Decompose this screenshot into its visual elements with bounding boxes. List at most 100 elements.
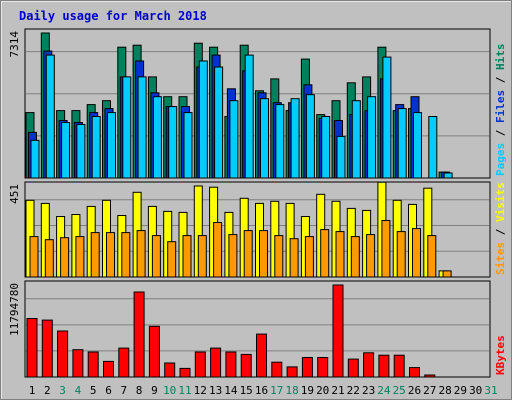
- kbytes-bar: [148, 325, 160, 378]
- legend-separator: /: [494, 222, 507, 242]
- pages-bar: [321, 116, 331, 179]
- pages-bar: [275, 104, 285, 179]
- sites-bar: [350, 236, 360, 278]
- pages-files-hits-legend: Pages / Files / Hits: [494, 44, 507, 177]
- x-tick-label: 28: [438, 384, 451, 397]
- pages-bar: [229, 100, 239, 179]
- pages-files-hits-ymax-label: 7314: [8, 31, 21, 58]
- sites-bar: [182, 235, 192, 278]
- kbytes-bar: [317, 357, 329, 378]
- sites-bar: [228, 234, 238, 278]
- chart-title: Daily usage for March 2018: [19, 9, 207, 23]
- sites-bar: [412, 228, 421, 278]
- pages-bar: [413, 112, 422, 179]
- kbytes-bar: [286, 366, 298, 378]
- sites-bar: [60, 237, 70, 278]
- kbytes-bar: [363, 352, 375, 378]
- x-tick-label: 10: [163, 384, 176, 397]
- pages-bar: [244, 54, 254, 179]
- pages-bar: [152, 96, 162, 179]
- kbytes-bar: [256, 333, 267, 378]
- kbytes-bar: [41, 319, 53, 378]
- x-tick-label: 23: [362, 384, 375, 397]
- sites-bar: [243, 230, 253, 278]
- sites-bar: [44, 239, 54, 278]
- kbytes-bar: [26, 318, 38, 378]
- sites-bar: [396, 231, 406, 278]
- sites-bar: [151, 235, 161, 278]
- pages-bar: [428, 116, 438, 179]
- x-tick-label: 19: [301, 384, 314, 397]
- x-tick-label: 4: [75, 384, 82, 397]
- x-tick-label: 14: [224, 384, 238, 397]
- kbytes-legend: KBytes: [494, 335, 507, 375]
- pages-bar: [367, 96, 377, 179]
- kbytes-bar: [87, 351, 99, 378]
- x-tick-label: 6: [105, 384, 112, 397]
- legend-files: Files: [494, 90, 507, 123]
- x-tick-label: 11: [178, 384, 191, 397]
- pages-bar: [198, 60, 208, 179]
- kbytes-bar: [424, 374, 436, 378]
- kbytes-ymax-label: 11794780: [8, 283, 21, 336]
- x-tick-label: 15: [240, 384, 253, 397]
- sites-bar: [289, 238, 299, 278]
- sites-bar: [335, 231, 345, 278]
- pages-bar: [137, 76, 147, 179]
- sites-bar: [167, 241, 177, 278]
- sites-bar: [304, 236, 314, 278]
- x-tick-label: 27: [423, 384, 436, 397]
- kbytes-bar: [240, 353, 252, 378]
- kbytes-bar: [378, 354, 390, 378]
- legend-pages: Pages: [494, 143, 507, 176]
- sites-bar: [381, 220, 391, 278]
- x-tick-label: 25: [393, 384, 406, 397]
- x-tick-label: 7: [120, 384, 127, 397]
- legend-sites: Sites: [494, 242, 507, 275]
- legend-visits: Visits: [494, 182, 507, 222]
- kbytes-bar: [118, 347, 130, 378]
- sites-bar: [75, 236, 85, 278]
- pages-bar: [397, 108, 407, 179]
- kbytes-bar: [179, 367, 191, 378]
- x-tick-label: 26: [408, 384, 421, 397]
- pages-bar: [168, 106, 178, 179]
- sites-bar: [121, 232, 131, 278]
- sites-bar: [136, 230, 146, 278]
- kbytes-bar: [194, 351, 206, 378]
- pages-bar: [351, 100, 361, 179]
- legend-hits: Hits: [494, 44, 507, 71]
- sites-bar: [197, 235, 207, 278]
- pages-bar: [260, 98, 269, 179]
- x-tick-label: 21: [331, 384, 344, 397]
- x-tick-label: 31: [484, 384, 497, 397]
- pages-bar: [183, 112, 193, 179]
- pages-bar: [30, 139, 40, 179]
- x-tick-label: 22: [347, 384, 360, 397]
- x-tick-label: 17: [270, 384, 283, 397]
- pages-bar: [61, 122, 71, 179]
- x-tick-label: 12: [194, 384, 207, 397]
- x-tick-label: 5: [90, 384, 97, 397]
- kbytes-bar: [57, 330, 69, 378]
- x-tick-label: 24: [377, 384, 391, 397]
- kbytes-bar: [72, 349, 84, 378]
- x-tick-label: 16: [255, 384, 268, 397]
- pages-bar: [336, 135, 346, 179]
- sites-bar: [427, 235, 437, 278]
- sites-bar: [442, 270, 452, 278]
- legend-separator: /: [494, 70, 507, 90]
- kbytes-bar: [393, 354, 405, 378]
- pages-bar: [443, 172, 453, 179]
- sites-bar: [274, 235, 284, 278]
- pages-bar: [290, 98, 300, 179]
- x-tick-label: 1: [29, 384, 36, 397]
- sites-bar: [259, 230, 268, 278]
- pages-bar: [122, 76, 132, 179]
- kbytes-bar: [103, 360, 114, 378]
- pages-bar: [91, 116, 101, 179]
- pages-bar: [382, 56, 392, 179]
- kbytes-bar: [133, 291, 145, 378]
- pages-bar: [214, 66, 224, 179]
